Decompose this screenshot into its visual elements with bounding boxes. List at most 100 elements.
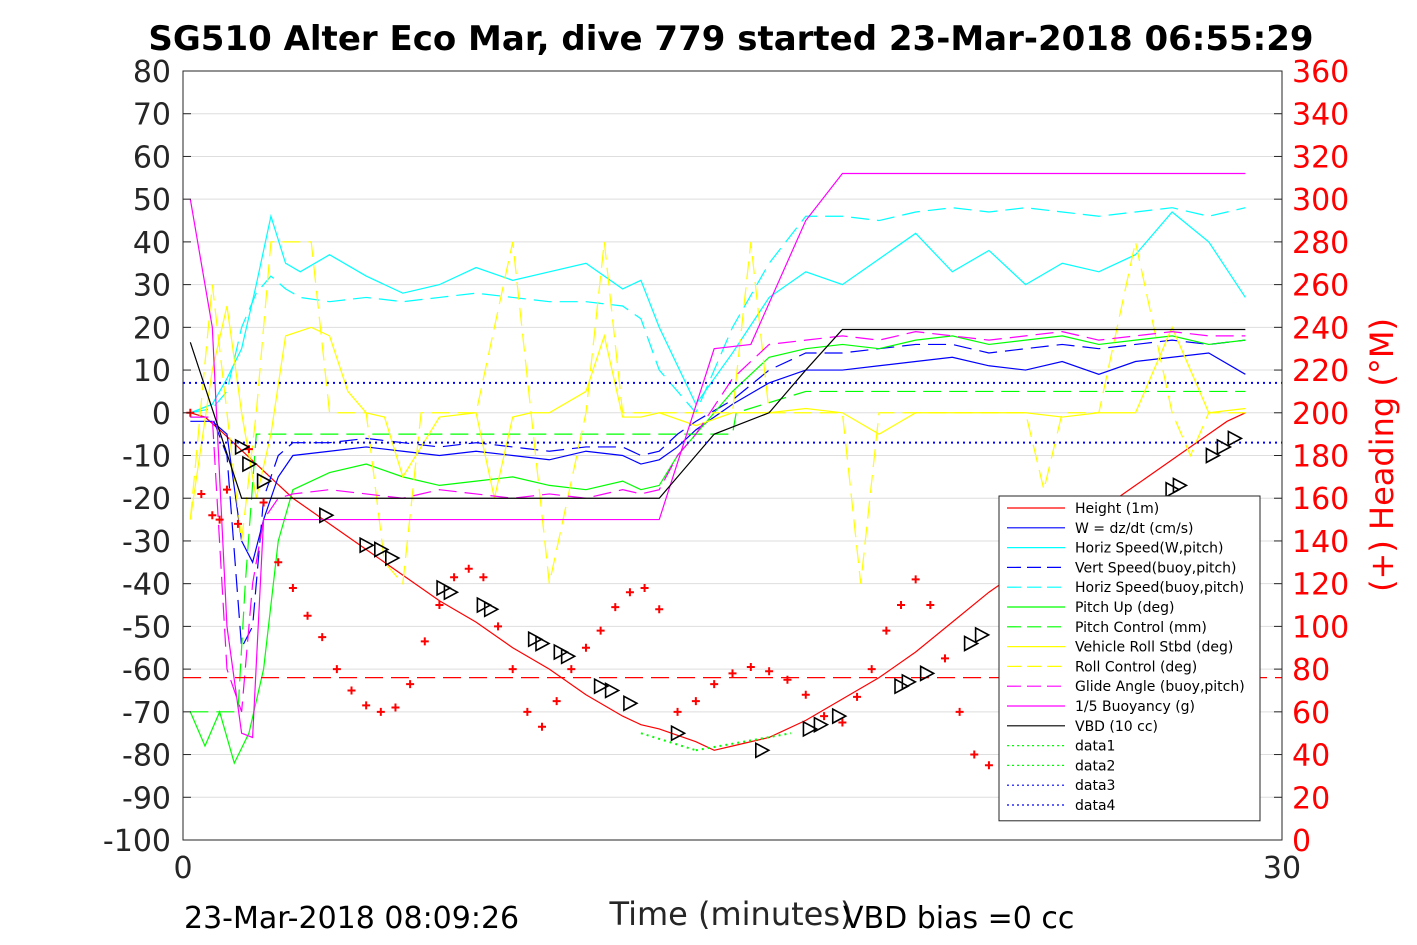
y-tick-label: 30 <box>133 269 171 304</box>
y-tick-label: 40 <box>133 226 171 261</box>
plot-series <box>183 172 1282 772</box>
y-tick-label: -60 <box>122 653 171 688</box>
triangle-marker <box>831 707 848 725</box>
y-tick-label: -10 <box>122 440 171 475</box>
legend-label: data4 <box>1075 798 1116 814</box>
footer-timestamp: 23-Mar-2018 08:09:26 <box>184 901 519 936</box>
y2-tick-label: 260 <box>1292 269 1349 304</box>
heading-point <box>801 690 810 699</box>
heading-point <box>347 686 356 695</box>
heading-point <box>746 662 755 671</box>
triangle-marker <box>755 741 771 759</box>
series-line-11 <box>189 328 1246 499</box>
heading-point <box>691 697 700 706</box>
heading-point <box>420 637 429 646</box>
series-line-13 <box>640 732 697 752</box>
y2-tick-label: 40 <box>1292 739 1330 774</box>
triangle-marker <box>919 665 936 682</box>
heading-point <box>274 558 283 567</box>
y-tick-label: 0 <box>152 397 171 432</box>
heading-point <box>523 707 532 716</box>
y2-tick-label: 200 <box>1292 397 1349 432</box>
heading-point <box>362 701 371 710</box>
y2-tick-label: 340 <box>1292 98 1349 133</box>
y2-tick-label: 180 <box>1292 440 1349 475</box>
heading-point <box>911 575 920 584</box>
triangle-marker <box>623 694 639 712</box>
y-tick-label: -30 <box>122 525 171 560</box>
series-line-10 <box>189 172 1246 739</box>
heading-point <box>765 667 774 676</box>
series-line-9 <box>190 330 1246 713</box>
heading-point <box>897 601 906 610</box>
heading-point <box>783 675 792 684</box>
triangle-marker <box>234 438 251 456</box>
heading-point <box>406 680 415 689</box>
heading-point <box>233 519 242 528</box>
legend-label: Vert Speed(buoy,pitch) <box>1075 560 1237 576</box>
right-axis-label: (+) Heading (°M) <box>1363 318 1401 592</box>
triangle-marker <box>385 549 401 567</box>
y2-tick-label: 120 <box>1292 568 1349 603</box>
triangle-marker <box>1172 477 1189 494</box>
heading-point <box>728 669 737 678</box>
legend-label: W = dz/dt (cm/s) <box>1075 521 1194 537</box>
series-line-6 <box>190 390 1246 713</box>
x-axis: 0 30 <box>173 832 1301 886</box>
heading-point <box>820 712 829 721</box>
heading-point <box>867 665 876 674</box>
triangle-marker <box>319 506 335 524</box>
y-tick-label: -90 <box>122 781 171 816</box>
legend-label: VBD (10 cc) <box>1075 719 1158 735</box>
legend-label: data1 <box>1075 739 1115 755</box>
triangle-marker <box>436 579 452 597</box>
triangle-marker <box>1227 430 1244 447</box>
heading-point <box>208 511 217 520</box>
heading-point <box>494 622 503 631</box>
vbd-bias-label: VBD bias =0 cc <box>843 901 1074 936</box>
heading-point <box>625 588 634 597</box>
series-line-12 <box>695 732 792 752</box>
triangle-marker <box>256 472 273 490</box>
triangle-marker <box>242 455 258 473</box>
heading-point <box>655 605 664 614</box>
triangle-marker <box>443 583 460 601</box>
triangle-marker <box>802 720 819 738</box>
legend-label: Horiz Speed(buoy,pitch) <box>1075 580 1244 596</box>
y2-tick-label: 320 <box>1292 140 1349 175</box>
legend-label: Height (1m) <box>1075 501 1159 517</box>
heading-point <box>940 654 949 663</box>
y-tick-label: 60 <box>133 140 171 175</box>
series-line-4 <box>190 207 1246 414</box>
heading-point <box>955 707 964 716</box>
triangle-marker <box>535 635 551 652</box>
series-line-3 <box>190 339 1246 650</box>
heading-point <box>581 643 590 652</box>
y-tick-label: 50 <box>133 183 171 218</box>
legend-label: Pitch Up (deg) <box>1075 600 1174 616</box>
triangle-marker <box>483 600 500 618</box>
heading-point <box>926 601 935 610</box>
legend-label: Vehicle Roll Stbd (deg) <box>1075 640 1233 656</box>
heading-point <box>332 665 341 674</box>
y-tick-label: -80 <box>122 739 171 774</box>
y-tick-label: -100 <box>103 824 171 859</box>
heading-point <box>611 603 620 612</box>
series-line-8 <box>189 241 1246 586</box>
heading-point <box>288 583 297 592</box>
heading-point <box>259 498 268 507</box>
heading-point <box>567 665 576 674</box>
triangle-marker <box>374 541 390 558</box>
x-tick-label: 0 <box>173 851 192 886</box>
y-tick-label: -20 <box>122 482 171 517</box>
triangle-marker <box>670 724 687 742</box>
triangle-marker <box>553 643 570 661</box>
triangle-marker <box>593 677 610 695</box>
x-axis-label: Time (minutes) <box>609 895 853 933</box>
legend: Height (1m) W = dz/dt (cm/s) Horiz Speed(W… <box>998 495 1261 822</box>
triangle-marker <box>1216 438 1233 456</box>
y2-tick-label: 100 <box>1292 610 1349 645</box>
series-line-2 <box>190 211 1246 414</box>
heading-point <box>464 564 473 573</box>
